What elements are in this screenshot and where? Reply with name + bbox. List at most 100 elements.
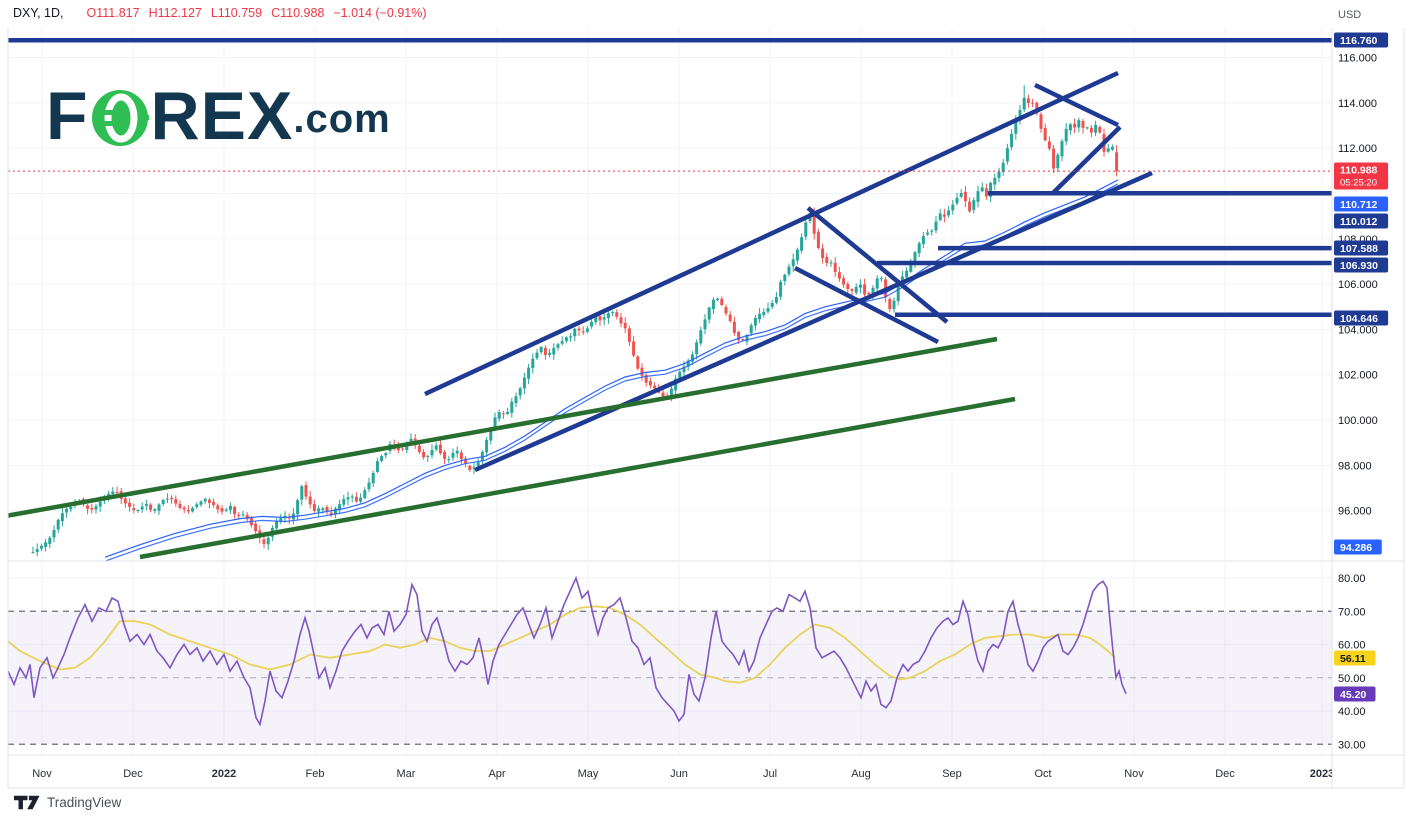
green-trendline[interactable] <box>139 396 1016 560</box>
forex-com-watermark: F REX .com <box>46 78 391 154</box>
candlestick <box>1089 127 1093 133</box>
candlestick <box>648 381 652 386</box>
candlestick <box>426 456 430 458</box>
candlestick <box>770 302 774 307</box>
trendline-drawings[interactable] <box>0 38 1332 560</box>
ema-line-slow[interactable] <box>104 183 1119 561</box>
candlestick <box>367 482 371 490</box>
candlestick <box>888 299 892 310</box>
candlestick <box>573 328 577 337</box>
price-badge <box>1334 162 1389 190</box>
badge-value: 94.286 <box>1340 542 1372 554</box>
candlestick <box>304 485 308 497</box>
badge-value: 106.930 <box>1340 260 1378 272</box>
candlestick <box>682 366 686 373</box>
candlestick <box>938 213 942 221</box>
candlestick <box>745 334 749 342</box>
candlestick <box>107 493 111 497</box>
green-trendline[interactable] <box>0 336 998 518</box>
candlestick <box>627 328 631 342</box>
candlestick <box>354 496 358 502</box>
candlestick <box>275 520 279 529</box>
navy-trendline[interactable] <box>424 70 1119 397</box>
candlestick <box>909 261 913 272</box>
rsi-line <box>8 575 1127 727</box>
navy-trendline[interactable] <box>1051 125 1122 195</box>
candlestick <box>590 321 594 327</box>
candlestick <box>149 504 153 510</box>
candlestick <box>1064 128 1068 142</box>
watermark-letter-f: F <box>46 78 89 154</box>
candlestick <box>1052 148 1056 169</box>
candlestick <box>598 316 602 321</box>
symbol-title[interactable]: DXY, 1D, <box>13 6 64 20</box>
badge-value: 45.20 <box>1340 689 1366 701</box>
candlestick <box>816 231 820 249</box>
navy-trendline[interactable] <box>793 266 940 344</box>
candlestick <box>333 508 337 515</box>
candlestick <box>623 322 627 329</box>
time-tick-label: Feb <box>306 768 325 780</box>
candlestick <box>203 498 207 502</box>
price-tick-label: 116.000 <box>1338 53 1377 65</box>
candlestick <box>241 514 245 516</box>
candlestick <box>35 549 39 552</box>
time-tick-label: 2023 <box>1310 768 1334 780</box>
candlestick <box>833 262 837 273</box>
candlestick <box>1039 114 1043 129</box>
candlestick <box>90 507 94 510</box>
candlestick <box>69 506 73 510</box>
candlestick <box>737 331 741 341</box>
candlestick <box>497 412 501 419</box>
price-axis[interactable]: USD116.000114.000112.000108.000106.00010… <box>1338 9 1378 751</box>
candlestick <box>707 307 711 320</box>
candlestick <box>980 187 984 192</box>
tradingview-attribution[interactable]: TradingView <box>14 795 121 810</box>
indicator-tick-label: 60.00 <box>1338 640 1366 652</box>
candlestick <box>438 444 442 454</box>
candlestick <box>186 509 190 512</box>
candlestick <box>963 191 967 202</box>
time-tick-label: Apr <box>488 768 505 780</box>
candlestick <box>695 342 699 355</box>
candlestick <box>207 499 211 503</box>
candlestick <box>1115 152 1119 172</box>
candlestick <box>111 491 115 495</box>
candlestick <box>266 537 270 545</box>
ema-line-fast[interactable] <box>104 179 1119 558</box>
candlestick <box>905 270 909 278</box>
candlestick <box>749 325 753 334</box>
candlestick <box>65 508 69 513</box>
time-axis[interactable]: Nov Dec 2022 Feb Mar Apr May Jun Jul Aug Sep Oct Nov… <box>32 768 1334 780</box>
candlestick <box>1098 126 1102 133</box>
candlestick <box>195 504 199 508</box>
candlestick <box>329 512 333 516</box>
price-tick-label: 114.000 <box>1338 98 1377 110</box>
candlestick <box>401 448 405 450</box>
rsi-ma-line <box>8 605 1116 684</box>
candlestick <box>136 509 140 511</box>
candlestick <box>1077 120 1081 128</box>
indicator-tick-label: 40.00 <box>1338 706 1366 718</box>
candlestick <box>254 523 258 532</box>
candlestick <box>279 518 283 522</box>
candlestick <box>493 417 497 428</box>
candlestick <box>602 317 606 320</box>
candlestick <box>548 352 552 355</box>
candlestick <box>501 413 505 415</box>
time-tick-label: Nov <box>32 768 52 780</box>
navy-trendline[interactable] <box>474 170 1153 473</box>
rsi-indicator-lines <box>8 575 1127 727</box>
candlestick <box>795 249 799 261</box>
candlestick <box>791 259 795 267</box>
rsi-band <box>8 610 1332 745</box>
candlestick <box>1022 97 1026 110</box>
indicator-tick-label: 70.00 <box>1338 606 1366 618</box>
candlestick <box>728 314 732 322</box>
candlestick <box>380 456 384 461</box>
candlestick <box>863 284 867 295</box>
forex-o-coin-icon <box>91 89 149 147</box>
navy-trendline[interactable] <box>1034 82 1119 128</box>
